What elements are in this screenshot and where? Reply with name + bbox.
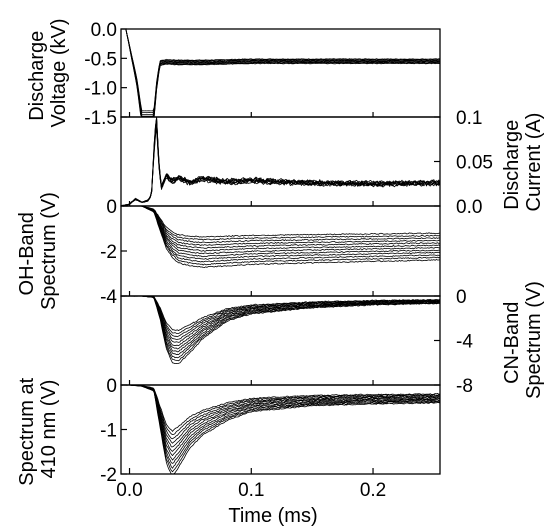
voltage-ylabel-line2: Voltage (kV) bbox=[48, 19, 70, 128]
oh-band-ytick-label: -4 bbox=[100, 287, 117, 308]
410nm-ylabel-line1: Spectrum at bbox=[16, 377, 38, 485]
voltage-trace bbox=[121, 28, 441, 118]
current-ylabel: Discharge Current (A) bbox=[501, 113, 545, 212]
current-ytick-label: 0.0 bbox=[456, 197, 482, 218]
current-trace bbox=[121, 116, 441, 207]
oh-band-trace bbox=[120, 205, 441, 258]
oh-band-trace bbox=[121, 205, 441, 241]
cn-band-ylabel-line1: CN-Band bbox=[501, 302, 523, 384]
panel-voltage-frame bbox=[120, 28, 441, 118]
voltage-ytick-label: 0.0 bbox=[91, 20, 117, 41]
410nm-ytick-label: -1 bbox=[100, 421, 117, 442]
voltage-trace bbox=[121, 28, 441, 112]
oh-band-trace bbox=[121, 205, 441, 263]
voltage-trace bbox=[121, 28, 441, 114]
oh-band-ylabel-line2: Spectrum (V) bbox=[38, 192, 60, 310]
410nm-ytick-label: -2 bbox=[100, 465, 117, 486]
oh-band-ylabel-line1: OH-Band bbox=[16, 212, 38, 295]
voltage-trace bbox=[121, 28, 441, 118]
410nm-trace bbox=[121, 384, 441, 469]
current-trace bbox=[121, 127, 441, 207]
410nm-trace bbox=[121, 384, 441, 432]
voltage-ytick-label: -1.5 bbox=[84, 108, 117, 129]
voltage-ytick-label: -0.5 bbox=[84, 49, 117, 70]
current-trace bbox=[120, 124, 441, 207]
cn-band-trace bbox=[121, 295, 441, 335]
410nm-trace bbox=[121, 384, 441, 436]
x-tick-label: 0.2 bbox=[360, 480, 386, 501]
oh-band-trace bbox=[121, 205, 441, 244]
cn-band-ytick-label: -8 bbox=[456, 376, 473, 397]
voltage-ytick-label: -1.0 bbox=[84, 79, 117, 100]
voltage-trace bbox=[121, 28, 440, 117]
410nm-ylabel: Spectrum at 410 nm (V) bbox=[16, 372, 60, 485]
410nm-trace bbox=[120, 384, 441, 464]
410nm-trace bbox=[121, 384, 441, 473]
chart-marks: 0.0 -0.5 -1.0 -1.5 0.1 0.05 0.0 0 -2 -4 0 -4 -8 0 -1 -2… bbox=[84, 20, 493, 501]
voltage-ylabel: Discharge Voltage (kV) bbox=[26, 19, 70, 128]
oh-band-trace bbox=[120, 205, 441, 266]
x-tick-label: 0.1 bbox=[238, 480, 264, 501]
410nm-trace bbox=[121, 384, 441, 475]
x-axis-label: Time (ms) bbox=[228, 505, 317, 527]
current-ylabel-line2: Current (A) bbox=[523, 113, 545, 212]
410nm-ytick-label: 0 bbox=[106, 376, 117, 397]
panel-current-frame bbox=[120, 116, 441, 207]
oh-band-ytick-label: -2 bbox=[100, 242, 117, 263]
oh-band-trace bbox=[121, 205, 441, 249]
cn-band-ylabel: CN-Band Spectrum (V) bbox=[501, 281, 545, 399]
current-ylabel-line1: Discharge bbox=[501, 120, 523, 210]
cn-band-trace bbox=[120, 295, 441, 365]
x-tick-label: 0.0 bbox=[116, 480, 142, 501]
410nm-trace bbox=[121, 384, 441, 461]
oh-band-trace bbox=[121, 205, 441, 246]
410nm-trace bbox=[120, 384, 441, 448]
voltage-trace bbox=[121, 28, 440, 118]
current-trace bbox=[120, 123, 441, 207]
cn-band-ylabel-line2: Spectrum (V) bbox=[523, 281, 545, 399]
cn-band-ytick-label: 0 bbox=[456, 287, 467, 308]
voltage-trace bbox=[121, 28, 441, 115]
oh-band-trace bbox=[120, 205, 441, 252]
410nm-trace bbox=[121, 384, 441, 440]
current-trace bbox=[120, 117, 441, 207]
oh-band-trace bbox=[121, 205, 440, 238]
current-ytick-label: 0.1 bbox=[456, 108, 482, 129]
current-trace bbox=[121, 116, 441, 207]
cn-band-trace bbox=[121, 295, 441, 347]
current-ytick-label: 0.05 bbox=[456, 153, 493, 174]
oh-band-ylabel: OH-Band Spectrum (V) bbox=[16, 192, 60, 310]
cn-band-ytick-label: -4 bbox=[456, 332, 473, 353]
410nm-trace bbox=[121, 384, 441, 457]
oh-band-trace bbox=[121, 205, 441, 260]
voltage-trace bbox=[121, 28, 441, 118]
oh-band-ytick-label: 0 bbox=[106, 197, 117, 218]
oh-band-trace bbox=[121, 205, 441, 269]
current-trace bbox=[121, 119, 441, 207]
410nm-ylabel-line2: 410 nm (V) bbox=[38, 380, 60, 479]
410nm-trace bbox=[120, 384, 441, 444]
oh-band-trace bbox=[121, 205, 441, 255]
voltage-ylabel-line1: Discharge bbox=[26, 31, 48, 121]
current-trace bbox=[121, 127, 441, 207]
